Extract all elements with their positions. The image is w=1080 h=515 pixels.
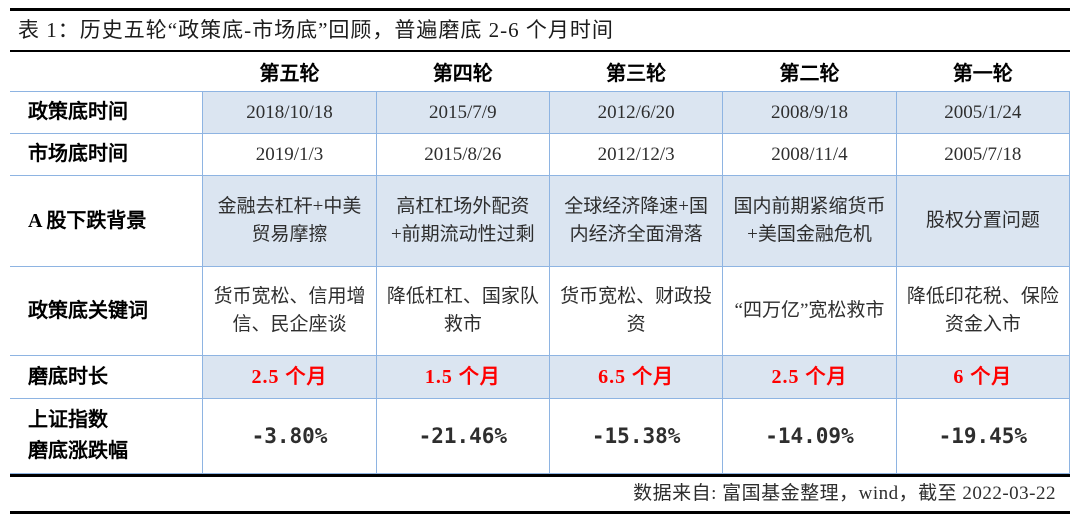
cell-value: 2018/10/18	[202, 91, 377, 134]
column-header-round3: 第三轮	[606, 63, 667, 85]
cell-value: 2019/1/3	[202, 133, 377, 176]
row-label-market-bottom-date: 市场底时间	[10, 133, 204, 176]
cell-value: 2008/11/4	[722, 133, 897, 176]
column-header-round4: 第四轮	[432, 63, 493, 85]
cell-value: 高杠杠场外配资+前期流动性过剩	[375, 175, 550, 267]
cell-value: 2005/1/24	[895, 91, 1071, 134]
cell-value-duration: 2.5 个月	[722, 355, 897, 399]
cell-value: 2015/7/9	[375, 91, 550, 134]
cell-value-duration: 1.5 个月	[375, 355, 550, 399]
bottom-rule	[10, 511, 1070, 514]
cell-value: 股权分置问题	[895, 175, 1071, 267]
table-header-row: 第五轮 第四轮 第三轮 第二轮 第一轮	[10, 52, 1070, 92]
cell-value: “四万亿”宽松救市	[722, 266, 897, 356]
cell-value: 国内前期紧缩货币+美国金融危机	[722, 175, 897, 267]
cell-value: 2012/12/3	[548, 133, 724, 176]
cell-value: 降低杠杠、国家队救市	[375, 266, 550, 356]
cell-value: 货币宽松、财政投资	[548, 266, 724, 356]
table-row: 政策底关键词 货币宽松、信用增信、民企座谈 降低杠杠、国家队救市 货币宽松、财政…	[10, 266, 1071, 356]
table-bottom-rule	[10, 474, 1070, 477]
column-header-round5: 第五轮	[259, 63, 320, 85]
cell-value-percent: -21.46%	[375, 398, 550, 474]
row-label-policy-bottom-date: 政策底时间	[10, 91, 204, 134]
table-row: 磨底时长 2.5 个月 1.5 个月 6.5 个月 2.5 个月 6 个月	[10, 355, 1071, 399]
cell-value-duration: 6 个月	[895, 355, 1071, 399]
rounds-table: 第五轮 第四轮 第三轮 第二轮 第一轮 政策底时间 2018/10/18 201…	[10, 52, 1071, 474]
corner-cell	[10, 52, 203, 92]
cell-value: 2015/8/26	[375, 133, 550, 176]
cell-value-duration: 2.5 个月	[202, 355, 377, 399]
table-row: 上证指数 磨底涨跌幅 -3.80% -21.46% -15.38% -14.09…	[10, 398, 1071, 474]
cell-value-percent: -19.45%	[895, 398, 1071, 474]
cell-value: 降低印花税、保险资金入市	[895, 266, 1071, 356]
table-row: 市场底时间 2019/1/3 2015/8/26 2012/12/3 2008/…	[10, 133, 1071, 176]
top-rule	[10, 8, 1070, 11]
cell-value: 2005/7/18	[895, 133, 1071, 176]
title-bottom-rule	[10, 50, 1070, 52]
cell-value-duration: 6.5 个月	[548, 355, 724, 399]
row-label-bottoming-duration: 磨底时长	[10, 355, 204, 399]
row-label-index-change: 上证指数 磨底涨跌幅	[10, 398, 204, 474]
cell-value: 2008/9/18	[722, 91, 897, 134]
column-header-round2: 第二轮	[779, 63, 840, 85]
cell-value: 金融去杠杆+中美贸易摩擦	[202, 175, 377, 267]
cell-value-percent: -14.09%	[722, 398, 897, 474]
row-label-policy-keywords: 政策底关键词	[10, 266, 204, 356]
cell-value-percent: -3.80%	[202, 398, 377, 474]
data-source-note: 数据来自: 富国基金整理，wind，截至 2022-03-22	[633, 483, 1056, 504]
column-header-round1: 第一轮	[952, 63, 1013, 85]
cell-value: 货币宽松、信用增信、民企座谈	[202, 266, 377, 356]
cell-value: 2012/6/20	[548, 91, 724, 134]
cell-value: 全球经济降速+国内经济全面滑落	[548, 175, 724, 267]
cell-value-percent: -15.38%	[548, 398, 724, 474]
table-title: 表 1：历史五轮“政策底-市场底”回顾，普遍磨底 2-6 个月时间	[18, 18, 614, 42]
table-row: 政策底时间 2018/10/18 2015/7/9 2012/6/20 2008…	[10, 91, 1071, 134]
table-figure: 表 1：历史五轮“政策底-市场底”回顾，普遍磨底 2-6 个月时间 第五轮 第四…	[10, 0, 1071, 514]
row-label-decline-background: A 股下跌背景	[10, 175, 204, 267]
table-row: A 股下跌背景 金融去杠杆+中美贸易摩擦 高杠杠场外配资+前期流动性过剩 全球经…	[10, 175, 1071, 267]
